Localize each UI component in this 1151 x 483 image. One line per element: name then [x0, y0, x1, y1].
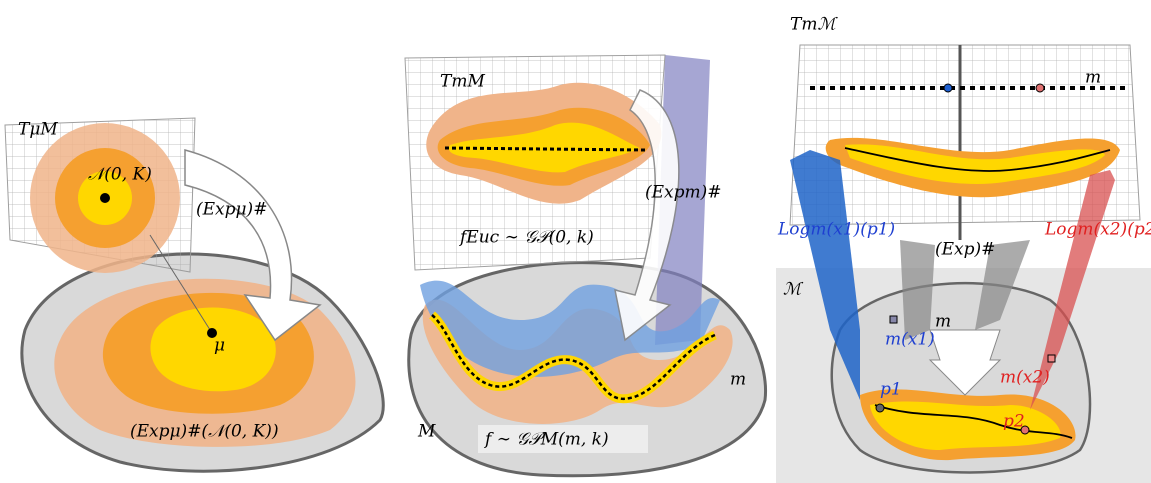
label: (Expm)# — [645, 183, 722, 203]
panel-2: TmM (Expm)# fEuc ∼ 𝒢𝒫(0, k) M m f ∼ 𝒢𝒫M(… — [405, 55, 766, 476]
point — [944, 84, 952, 92]
panel-1: TμM 𝒩(0, K) (Expμ)# μ (Expμ)#(𝒩(0, K)) — [5, 118, 383, 471]
label: m(x1) — [885, 330, 935, 350]
label: (Expμ)# — [196, 200, 267, 220]
label: m — [935, 312, 951, 332]
label: p1 — [880, 380, 902, 400]
label: ℳ — [783, 280, 804, 300]
label: 𝒩(0, K) — [88, 165, 152, 185]
label: p2 — [1003, 412, 1025, 432]
label: (Expμ)#(𝒩(0, K)) — [130, 422, 279, 442]
label: m(x2) — [1000, 368, 1050, 388]
label: (Exp)# — [935, 240, 995, 260]
label: m — [730, 370, 746, 390]
exp-arrow — [900, 240, 935, 340]
label: f ∼ 𝒢𝒫M(m, k) — [483, 430, 609, 450]
label: m — [1085, 68, 1101, 88]
point — [876, 404, 884, 412]
panel-3: Tmℳ m Logm(x1)(p1) Logm(x2)(p2) (Exp)# ℳ… — [776, 15, 1151, 483]
label: TμM — [18, 120, 58, 140]
label: μ — [214, 336, 225, 356]
label: Logm(x2)(p2) — [1044, 220, 1151, 240]
label: TmM — [440, 72, 485, 92]
point — [100, 193, 110, 203]
label: fEuc ∼ 𝒢𝒫(0, k) — [458, 228, 594, 248]
marker — [1048, 355, 1055, 362]
mean-line — [445, 148, 645, 150]
label: Logm(x1)(p1) — [777, 220, 895, 240]
figure: TμM 𝒩(0, K) (Expμ)# μ (Expμ)#(𝒩(0, K)) T… — [0, 0, 1151, 483]
label: Tmℳ — [790, 15, 838, 35]
point — [1036, 84, 1044, 92]
marker — [890, 316, 897, 323]
label: M — [417, 422, 436, 442]
